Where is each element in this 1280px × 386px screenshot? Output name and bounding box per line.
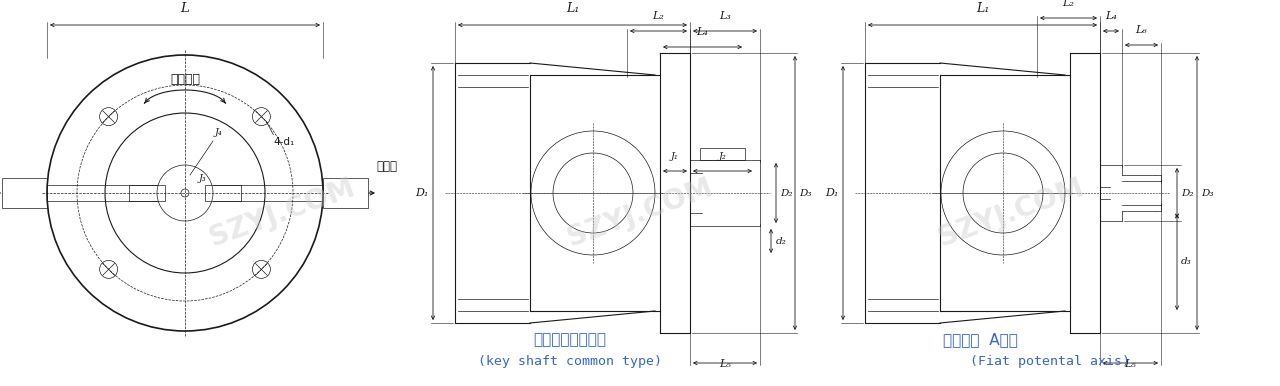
Text: (key shaft common type): (key shaft common type)	[477, 356, 662, 369]
Text: SZYJ.COM: SZYJ.COM	[205, 173, 358, 252]
Text: 4-d₁: 4-d₁	[274, 137, 294, 147]
Text: (Fiat potental axis): (Fiat potental axis)	[970, 356, 1130, 369]
Text: L₄: L₄	[1105, 11, 1117, 21]
Text: D₁: D₁	[415, 188, 429, 198]
Text: J₄: J₄	[215, 128, 223, 137]
Text: D₃: D₃	[1201, 188, 1213, 198]
Text: J₂: J₂	[718, 152, 726, 161]
Bar	[700, 148, 745, 160]
Text: J₃: J₃	[198, 174, 207, 183]
Text: （平键轴普通型）: （平键轴普通型）	[534, 332, 607, 347]
Text: D₂: D₂	[780, 188, 792, 198]
Text: L: L	[180, 2, 189, 15]
Text: SZYJ.COM: SZYJ.COM	[934, 173, 1088, 252]
Text: （扁势轴  A型）: （扁势轴 A型）	[942, 332, 1018, 347]
Text: d₂: d₂	[776, 237, 787, 245]
Text: L₂: L₂	[653, 11, 664, 21]
Text: L₂: L₂	[1062, 0, 1074, 8]
Text: L₅: L₅	[1125, 359, 1137, 369]
Text: 旋转方向: 旋转方向	[170, 73, 200, 86]
Text: L₅: L₅	[719, 359, 731, 369]
Bar	[205, 185, 241, 201]
Text: L₁: L₁	[975, 2, 989, 15]
Text: d₃: d₃	[1181, 257, 1192, 266]
Bar	[3, 178, 47, 208]
Text: L₁: L₁	[566, 2, 579, 15]
Text: 出油口: 出油口	[376, 161, 397, 173]
Text: L₆: L₆	[1135, 25, 1147, 35]
Bar	[129, 185, 165, 201]
Text: D₃: D₃	[799, 188, 812, 198]
Bar	[323, 178, 369, 208]
Text: SZYJ.COM: SZYJ.COM	[563, 173, 717, 252]
Text: D₂: D₂	[1181, 188, 1193, 198]
Text: J₁: J₁	[671, 152, 678, 161]
Text: D₁: D₁	[826, 188, 838, 198]
Text: L₃: L₃	[719, 11, 731, 21]
Text: L₄: L₄	[696, 27, 708, 37]
